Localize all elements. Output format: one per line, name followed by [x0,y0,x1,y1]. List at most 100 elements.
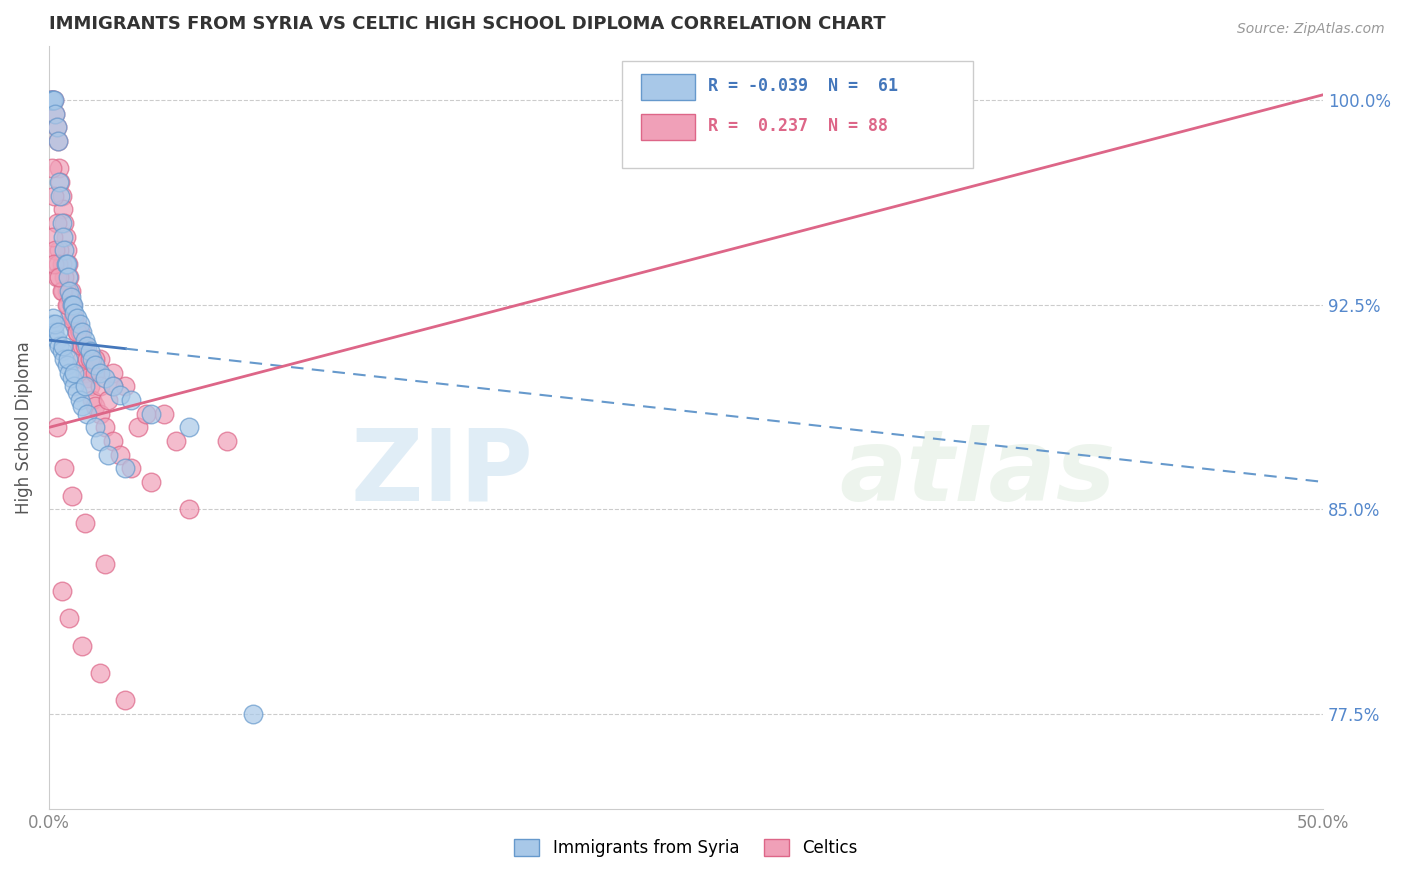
Point [60,371,83,385]
Point [55,257,77,271]
Point [55,229,77,244]
Point [135,407,157,421]
Point [101,366,124,380]
Point [51,257,73,271]
Point [63,311,86,326]
Point [63,311,86,326]
Point [58,366,80,380]
Point [82,352,104,367]
Point [79,379,101,393]
Point [62,311,84,326]
Point [51,216,73,230]
Point [101,379,124,393]
Point [76,371,98,385]
Point [83,352,105,367]
Point [41,161,63,176]
Point [83,366,105,380]
Point [120,461,142,475]
Point [39,93,62,107]
Point [70,325,93,339]
Point [94,420,117,434]
Point [48,270,70,285]
FancyBboxPatch shape [641,113,695,139]
Point [41,317,63,331]
Text: ZIP: ZIP [350,425,533,522]
Point [63,366,86,380]
Point [52,202,75,217]
Point [152,407,174,421]
Point [46,325,69,339]
Point [242,706,264,721]
Point [165,434,187,448]
Point [56,257,79,271]
Point [56,243,79,257]
Point [63,306,86,320]
Point [79,344,101,359]
Point [56,270,79,285]
Point [42,93,65,107]
Point [45,333,67,347]
Point [94,371,117,385]
Point [66,317,89,331]
Point [120,393,142,408]
Point [73,379,96,393]
Text: R = -0.039  N =  61: R = -0.039 N = 61 [707,77,897,95]
Point [94,557,117,571]
Point [46,134,69,148]
Point [70,639,93,653]
Point [46,257,69,271]
Point [42,257,65,271]
Point [73,338,96,352]
Point [53,352,76,367]
Point [52,229,75,244]
Point [58,289,80,303]
Point [48,243,70,257]
Point [127,420,149,434]
Point [42,188,65,202]
Point [58,284,80,298]
Point [48,338,70,352]
Point [56,352,79,367]
Point [48,161,70,176]
Point [69,393,91,408]
Point [69,325,91,339]
Point [56,298,79,312]
Text: atlas: atlas [839,425,1115,522]
FancyBboxPatch shape [623,61,973,168]
Point [69,317,91,331]
Point [52,338,75,352]
Point [51,584,73,599]
Text: Source: ZipAtlas.com: Source: ZipAtlas.com [1237,22,1385,37]
Point [53,270,76,285]
Point [44,107,66,121]
Point [58,311,80,326]
Point [59,289,82,303]
Point [73,333,96,347]
Point [45,120,67,135]
Point [66,325,89,339]
Point [76,352,98,367]
Point [53,243,76,257]
Point [53,216,76,230]
Point [60,298,83,312]
Point [60,489,83,503]
Point [42,93,65,107]
Point [56,284,79,298]
Point [70,338,93,352]
Point [73,516,96,530]
Point [89,366,111,380]
Point [45,216,67,230]
Point [51,284,73,298]
Point [42,325,65,339]
Point [51,188,73,202]
Text: IMMIGRANTS FROM SYRIA VS CELTIC HIGH SCHOOL DIPLOMA CORRELATION CHART: IMMIGRANTS FROM SYRIA VS CELTIC HIGH SCH… [49,15,886,33]
Text: R =  0.237  N = 88: R = 0.237 N = 88 [707,117,887,135]
Point [63,379,86,393]
Legend: Immigrants from Syria, Celtics: Immigrants from Syria, Celtics [506,830,866,865]
Point [46,134,69,148]
Point [83,420,105,434]
Point [58,611,80,625]
Point [114,379,136,393]
Point [48,175,70,189]
Point [66,311,89,326]
